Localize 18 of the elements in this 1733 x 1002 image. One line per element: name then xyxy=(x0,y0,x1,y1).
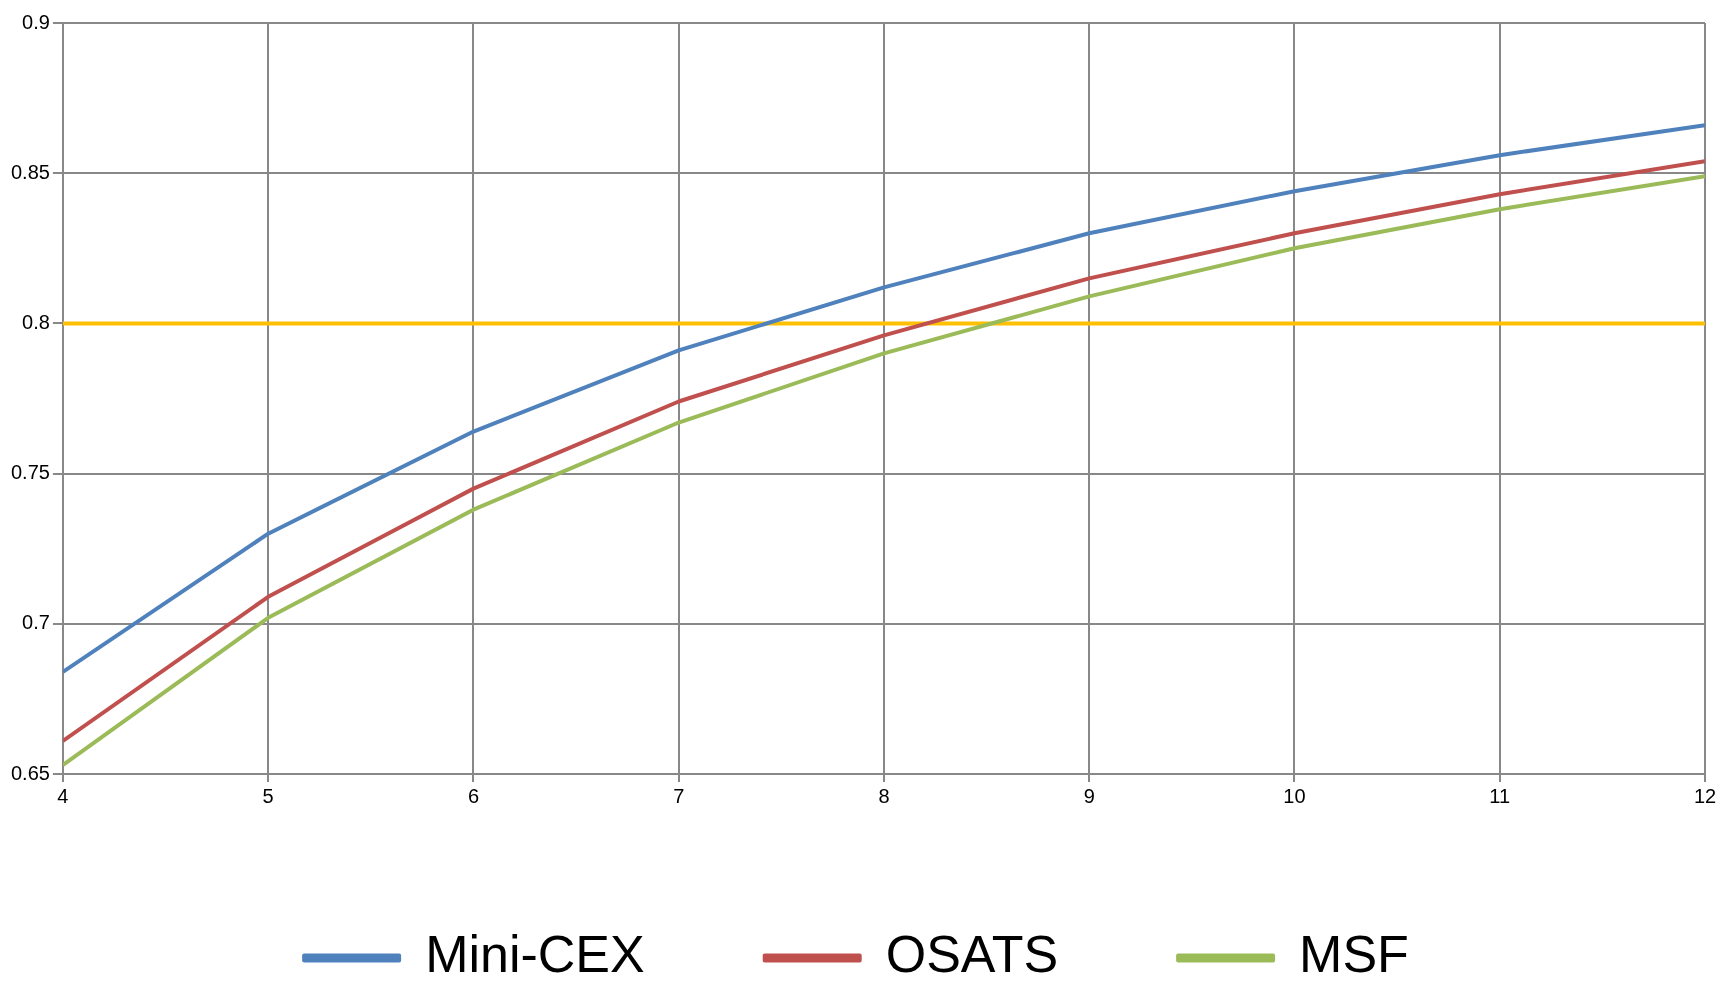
y-tick-label: 0.85 xyxy=(10,160,50,183)
x-tick-label: 5 xyxy=(262,784,274,807)
y-tick-label: 0.75 xyxy=(10,461,50,484)
legend-label: Mini-CEX xyxy=(425,925,645,984)
y-tick-label: 0.9 xyxy=(22,10,50,33)
x-tick-label: 7 xyxy=(673,784,685,807)
x-tick-label: 8 xyxy=(878,784,890,807)
x-tick-label: 6 xyxy=(467,784,480,807)
x-tick-label: 10 xyxy=(1283,784,1306,807)
y-tick-label: 0.8 xyxy=(22,310,50,333)
x-tick-label: 4 xyxy=(57,784,69,807)
legend-label: OSATS xyxy=(885,925,1059,984)
y-tick-label: 0.7 xyxy=(22,611,50,634)
y-tick-label: 0.65 xyxy=(10,761,50,784)
legend-label: MSF xyxy=(1299,925,1409,984)
x-tick-label: 12 xyxy=(1693,784,1717,807)
x-tick-label: 11 xyxy=(1489,784,1511,807)
x-tick-label: 9 xyxy=(1083,784,1095,807)
